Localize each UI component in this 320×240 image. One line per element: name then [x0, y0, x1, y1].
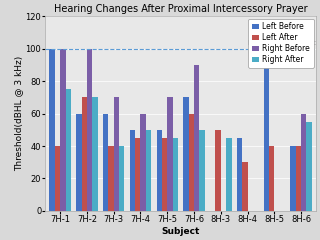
Bar: [140, 114, 146, 211]
Bar: [307, 122, 312, 211]
Bar: [119, 146, 124, 211]
Bar: [199, 130, 205, 211]
Bar: [135, 138, 140, 211]
Bar: [108, 146, 114, 211]
Bar: [103, 114, 108, 211]
Bar: [87, 49, 92, 211]
Y-axis label: Threshold(dBHL @ 3 kHz): Threshold(dBHL @ 3 kHz): [14, 56, 23, 171]
Bar: [301, 114, 307, 211]
Bar: [60, 49, 66, 211]
Bar: [172, 138, 178, 211]
Bar: [82, 97, 87, 211]
Text: Measurement Limit: Measurement Limit: [248, 40, 316, 46]
Bar: [215, 130, 221, 211]
Legend: Left Before, Left After, Right Before, Right After: Left Before, Left After, Right Before, R…: [248, 19, 314, 68]
Bar: [76, 114, 82, 211]
Title: Hearing Changes After Proximal Intercessory Prayer: Hearing Changes After Proximal Intercess…: [54, 4, 308, 14]
Bar: [50, 49, 55, 211]
Bar: [66, 89, 71, 211]
X-axis label: Subject: Subject: [162, 227, 200, 236]
Bar: [269, 146, 274, 211]
Bar: [162, 138, 167, 211]
Bar: [226, 138, 231, 211]
Bar: [189, 114, 194, 211]
Bar: [296, 146, 301, 211]
Bar: [55, 146, 60, 211]
Bar: [167, 97, 172, 211]
Bar: [130, 130, 135, 211]
Bar: [183, 97, 189, 211]
Bar: [114, 97, 119, 211]
Bar: [242, 162, 248, 211]
Bar: [92, 97, 98, 211]
Bar: [291, 146, 296, 211]
Bar: [237, 138, 242, 211]
Bar: [194, 65, 199, 211]
Bar: [146, 130, 151, 211]
Bar: [156, 130, 162, 211]
Bar: [264, 57, 269, 211]
